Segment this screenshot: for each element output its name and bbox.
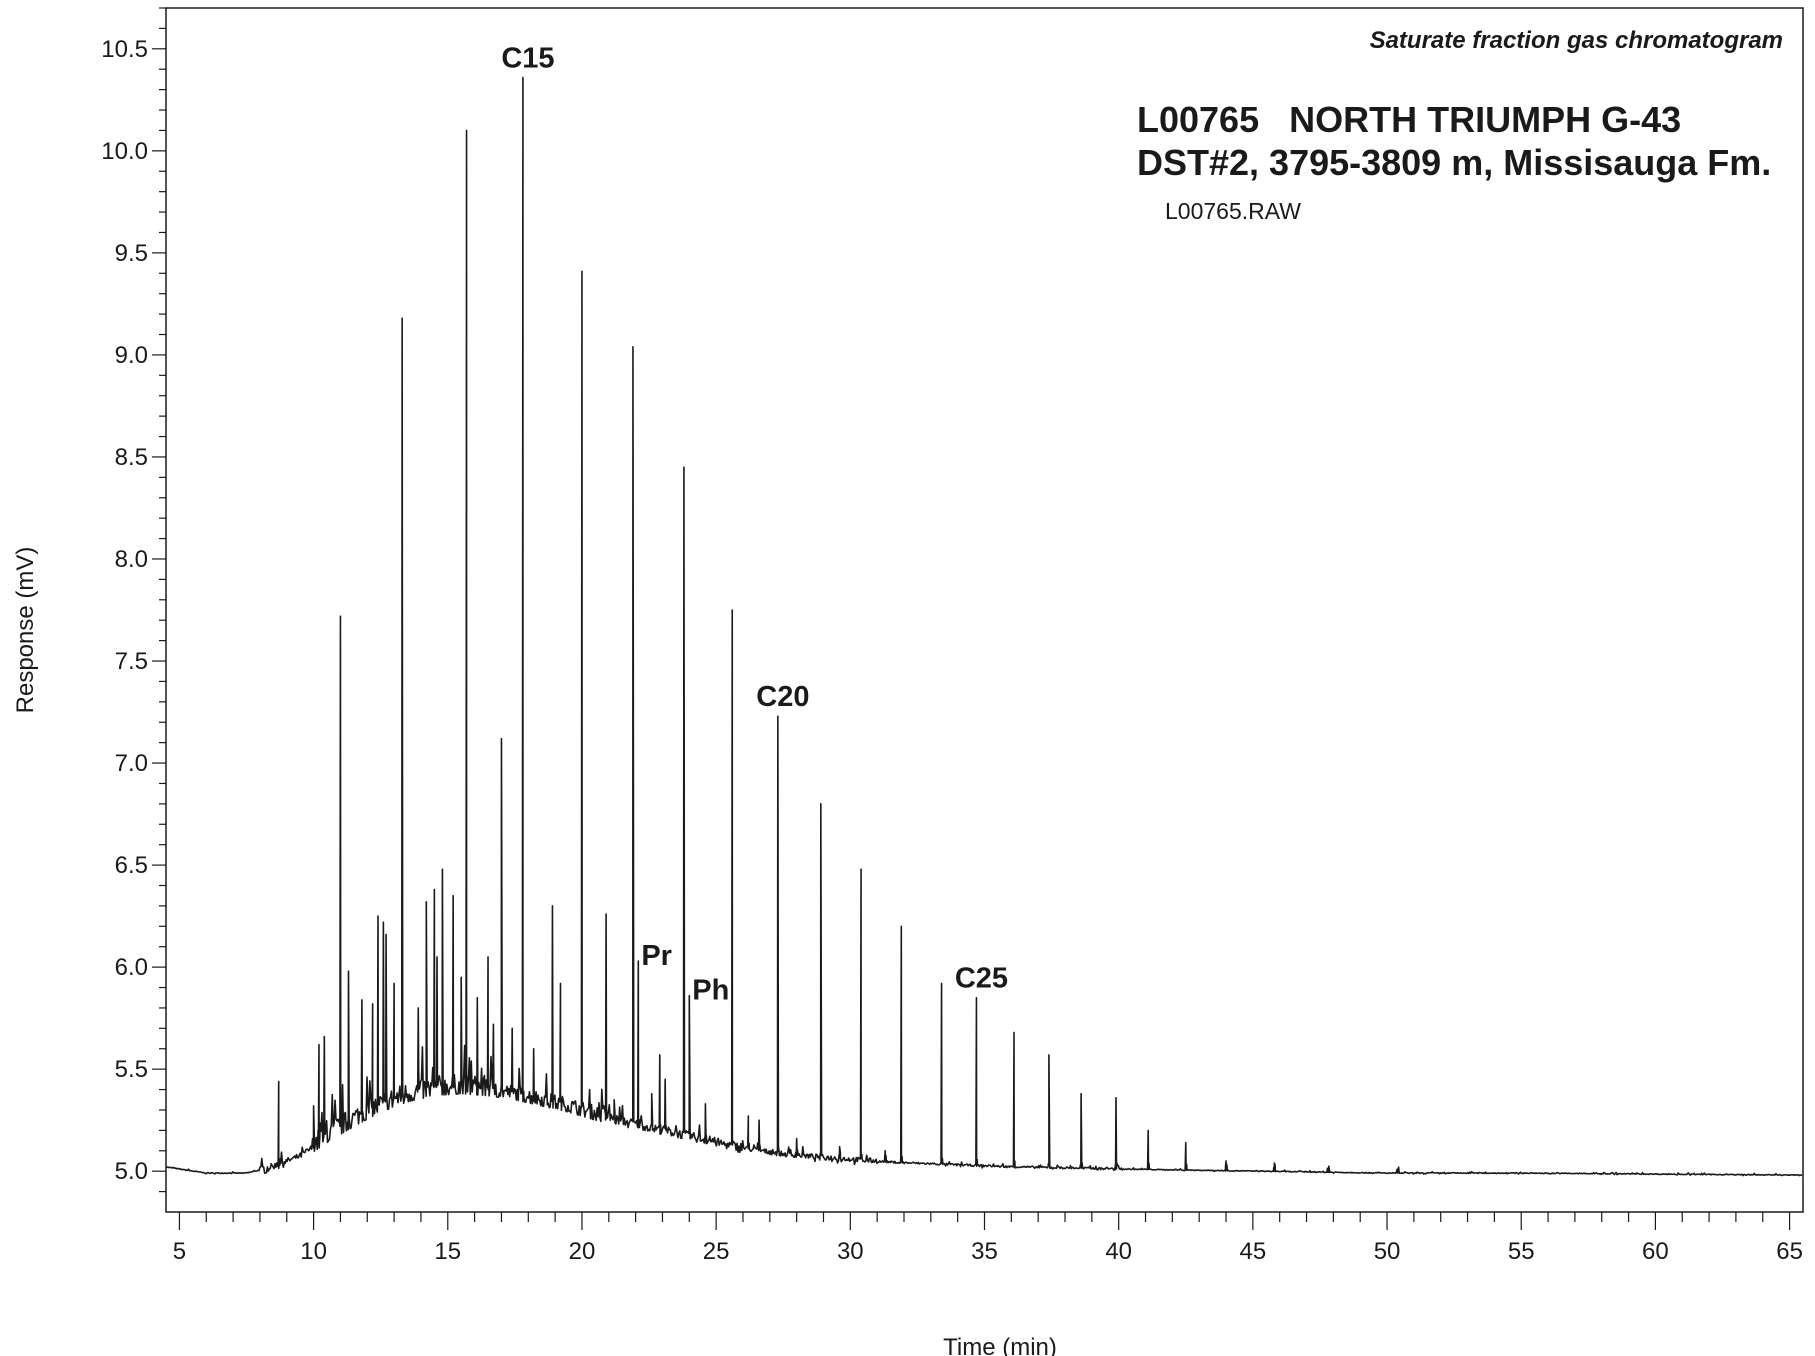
peak-label-c20: C20 <box>756 681 809 713</box>
file-label: L00765.RAW <box>1165 198 1301 224</box>
x-tick-label: 45 <box>1240 1238 1267 1265</box>
y-tick-label: 7.5 <box>115 648 148 675</box>
y-tick-label: 8.5 <box>115 444 148 471</box>
y-tick-label: 9.5 <box>115 240 148 267</box>
x-tick-label: 20 <box>569 1238 596 1265</box>
x-tick-label: 55 <box>1508 1238 1535 1265</box>
y-tick-label: 8.0 <box>115 546 148 573</box>
y-axis-title: Response (mV) <box>12 547 39 714</box>
y-tick-label: 5.0 <box>115 1158 148 1185</box>
chart-title-line-1: L00765 NORTH TRIUMPH G-43 <box>1137 99 1681 140</box>
peak-label-c25: C25 <box>955 963 1008 995</box>
y-tick-label: 6.0 <box>115 954 148 981</box>
y-tick-label: 10.5 <box>101 36 148 63</box>
plot-frame <box>165 7 1804 1213</box>
chart-subtitle: Saturate fraction gas chromatogram <box>1370 27 1783 54</box>
x-tick-label: 25 <box>703 1238 730 1265</box>
x-tick-label: 40 <box>1105 1238 1132 1265</box>
x-axis-ticks: 5 10 15 20 25 30 35 40 45 50 55 60 65 <box>173 1212 1803 1265</box>
x-tick-label: 35 <box>971 1238 998 1265</box>
x-tick-label: 65 <box>1776 1238 1803 1265</box>
peak-label-ph: Ph <box>692 975 729 1007</box>
x-axis-title: Time (min) <box>943 1334 1057 1356</box>
y-tick-label: 6.5 <box>115 852 148 879</box>
chart-title-line-2: DST#2, 3795-3809 m, Missisauga Fm. <box>1137 142 1771 183</box>
peak-label-c15: C15 <box>501 42 554 74</box>
x-tick-label: 5 <box>173 1238 186 1265</box>
peak-label-pr: Pr <box>641 940 672 972</box>
y-tick-label: 7.0 <box>115 750 148 777</box>
y-tick-label: 5.5 <box>115 1056 148 1083</box>
y-axis-ticks: 5.0 5.5 6.0 6.5 7.0 7.5 8.0 8.5 9.0 9.5 10.0 10.5 <box>101 7 166 1193</box>
chromatogram-trace <box>165 76 1803 1177</box>
y-tick-label: 10.0 <box>101 138 148 165</box>
x-tick-label: 60 <box>1642 1238 1669 1265</box>
y-tick-label: 9.0 <box>115 342 148 369</box>
x-tick-label: 30 <box>837 1238 864 1265</box>
chart-axes <box>165 7 1804 1213</box>
x-tick-label: 50 <box>1374 1238 1401 1265</box>
x-tick-label: 10 <box>300 1238 327 1265</box>
x-tick-label: 15 <box>434 1238 461 1265</box>
peak-annotations: C15 Pr Ph C20 C25 <box>501 42 1008 1006</box>
